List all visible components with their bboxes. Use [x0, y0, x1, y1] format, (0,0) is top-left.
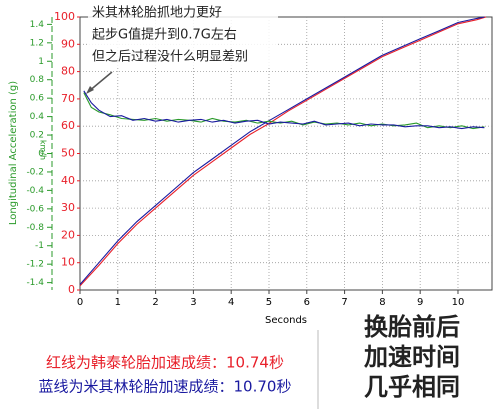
y-tick-label: 90 — [61, 37, 75, 50]
series-line — [79, 16, 487, 287]
series-line — [79, 16, 485, 285]
y-tick-label: 50 — [61, 147, 75, 160]
series-line — [83, 92, 485, 130]
x-tick-label: 6 — [304, 297, 310, 308]
y-tick-label: 60 — [61, 119, 75, 132]
y2-tick-label: -0.4 — [26, 186, 44, 196]
x-tick-label: 9 — [417, 297, 423, 308]
headline: 加速时间 — [364, 343, 460, 371]
y-axis-label: km/h — [39, 140, 48, 160]
headline: 几乎相同 — [364, 373, 460, 401]
y2-axis-label: Longitudinal Acceleration (g) — [8, 81, 19, 225]
x-tick-label: 8 — [379, 297, 385, 308]
y2-tick-label: 0.2 — [30, 131, 44, 141]
caption-blue: 蓝线为米其林轮胎加速成绩：10.70秒 — [39, 378, 292, 396]
y2-tick-label: -1 — [35, 241, 44, 251]
arrow-head — [86, 86, 94, 94]
annotation-box — [88, 2, 278, 68]
y-tick-label: 70 — [61, 92, 75, 105]
y2-tick-label: 0.4 — [30, 112, 45, 122]
series-line — [83, 90, 485, 130]
x-tick-label: 5 — [266, 297, 272, 308]
x-tick-label: 0 — [77, 297, 83, 308]
y2-tick-label: 1.2 — [30, 38, 44, 48]
y-tick-label: 10 — [61, 256, 75, 269]
x-tick-label: 4 — [228, 297, 234, 308]
y2-tick-label: -1.2 — [26, 260, 44, 270]
y2-tick-label: -1.4 — [26, 278, 44, 288]
y-tick-label: 40 — [61, 174, 75, 187]
y2-tick-label: 0.6 — [30, 94, 45, 104]
y-tick-label: 30 — [61, 201, 75, 214]
y2-tick-label: -0.8 — [26, 223, 44, 233]
x-tick-label: 10 — [452, 297, 465, 308]
annotation: 但之后过程没什么明显差别 — [92, 50, 248, 65]
y2-tick-label: 0.8 — [30, 75, 45, 85]
x-tick-label: 1 — [115, 297, 121, 308]
x-tick-label: 7 — [341, 297, 347, 308]
x-tick-label: 2 — [152, 297, 158, 308]
y2-tick-label: 1 — [38, 57, 44, 67]
y-tick-label: 0 — [68, 283, 75, 296]
headline: 换胎前后 — [364, 313, 460, 341]
x-axis-label: Seconds — [265, 315, 307, 326]
x-tick-label: 3 — [190, 297, 196, 308]
y2-tick-label: -0.6 — [26, 204, 44, 214]
y2-tick-label: 1.4 — [30, 20, 45, 30]
y-tick-label: 80 — [61, 65, 75, 78]
y2-tick-label: 0 — [38, 149, 44, 159]
y-tick-label: 20 — [61, 228, 75, 241]
y-tick-label: 100 — [54, 10, 75, 23]
annotation: 起步G值提升到0.7G左右 — [92, 27, 237, 43]
annotation: 米其林轮胎抓地力更好 — [92, 6, 222, 21]
y2-tick-label: -0.2 — [26, 167, 44, 177]
caption-red: 红线为韩泰轮胎加速成绩：10.74秒 — [46, 354, 284, 372]
